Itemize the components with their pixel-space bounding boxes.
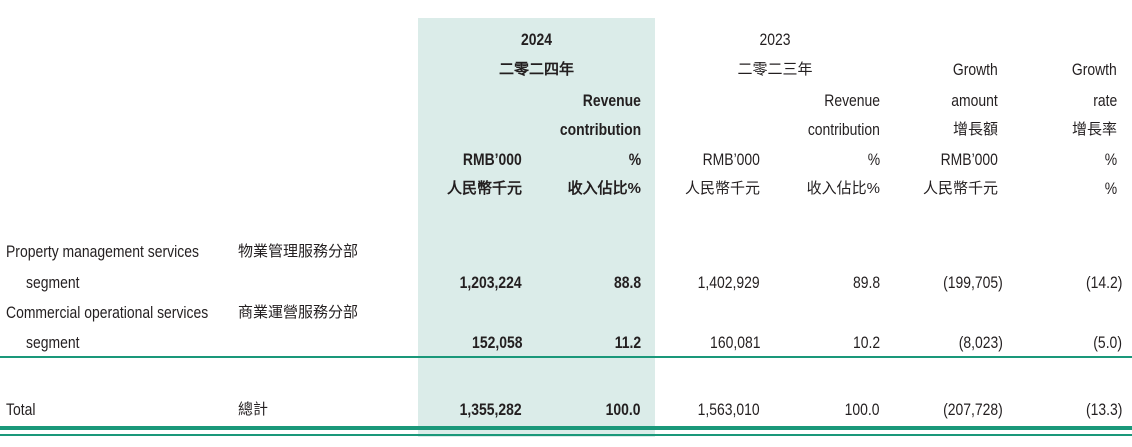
total-label-en: Total: [6, 400, 36, 419]
header-growth-rate-unit: %: [1104, 150, 1117, 169]
year-2024-zh: 二零二四年: [498, 61, 574, 78]
header-contribution-2023-line2: contribution: [807, 120, 880, 139]
row-property-amount-2024: 1,203,224: [459, 273, 522, 292]
header-amount-2023-unit-zh: 人民幣千元: [684, 180, 760, 197]
total-amount-2024: 1,355,282: [459, 400, 522, 419]
row-property-contribution-2023: 89.8: [852, 273, 880, 292]
row-commercial-label-zh: 商業運營服務分部: [238, 304, 359, 321]
header-contribution-2024-unit: %: [628, 150, 641, 169]
header-contribution-2023-unit: %: [867, 150, 880, 169]
year-2024: 2024: [520, 30, 553, 49]
header-growth-rate-unit-2: %: [1104, 179, 1117, 198]
row-property-contribution-2024: 88.8: [613, 273, 641, 292]
total-underline-thick: [0, 426, 1132, 430]
header-contribution-2023-zh: 收入佔比%: [806, 180, 880, 197]
header-growth-amount-unit-zh: 人民幣千元: [922, 180, 998, 197]
header-growth-amount-line1: Growth: [953, 60, 998, 79]
total-contribution-2023: 100.0: [845, 400, 880, 419]
row-commercial-growth-amount: (8,023): [958, 333, 1003, 352]
header-contribution-2024-line1: Revenue: [582, 91, 641, 110]
total-growth-amount: (207,728): [943, 400, 1003, 419]
row-commercial-label-en-line2: segment: [26, 333, 80, 352]
header-growth-rate-line1: Growth: [1072, 60, 1117, 79]
year-2023-zh: 二零二三年: [737, 61, 813, 78]
header-growth-rate-zh: 增長率: [1071, 121, 1117, 138]
row-commercial-contribution-2023: 10.2: [852, 333, 880, 352]
header-contribution-2024-zh: 收入佔比%: [567, 180, 641, 197]
row-commercial-amount-2024: 152,058: [471, 333, 522, 352]
header-growth-amount-line2: amount: [951, 91, 998, 110]
header-amount-2024-unit: RMB’000: [463, 150, 522, 169]
total-growth-rate: (13.3): [1085, 400, 1122, 419]
row-commercial-amount-2023: 160,081: [709, 333, 760, 352]
row-commercial-contribution-2024: 11.2: [614, 333, 641, 352]
header-growth-rate-line2: rate: [1092, 91, 1117, 110]
row-property-label-zh: 物業管理服務分部: [238, 243, 359, 260]
row-property-growth-amount: (199,705): [943, 273, 1003, 292]
subtotal-divider: [0, 356, 1132, 358]
year-2023: 2023: [759, 30, 791, 49]
header-growth-amount-unit: RMB’000: [940, 150, 998, 169]
header-growth-amount-zh: 增長額: [952, 121, 998, 138]
total-contribution-2024: 100.0: [606, 400, 641, 419]
row-commercial-label-en-line1: Commercial operational services: [6, 303, 209, 322]
highlight-band-2024: [418, 18, 655, 437]
header-amount-2023-unit: RMB’000: [702, 150, 760, 169]
total-underline-thin: [0, 434, 1132, 436]
row-property-label-en-line1: Property management services: [6, 242, 199, 261]
header-amount-2024-unit-zh: 人民幣千元: [446, 180, 522, 197]
row-commercial-growth-rate: (5.0): [1093, 333, 1122, 352]
total-amount-2023: 1,563,010: [697, 400, 760, 419]
row-property-amount-2023: 1,402,929: [697, 273, 760, 292]
total-label-zh: 總計: [238, 401, 269, 418]
row-property-growth-rate: (14.2): [1085, 273, 1122, 292]
header-contribution-2023-line1: Revenue: [824, 91, 880, 110]
header-contribution-2024-line2: contribution: [559, 120, 641, 139]
row-property-label-en-line2: segment: [26, 273, 80, 292]
